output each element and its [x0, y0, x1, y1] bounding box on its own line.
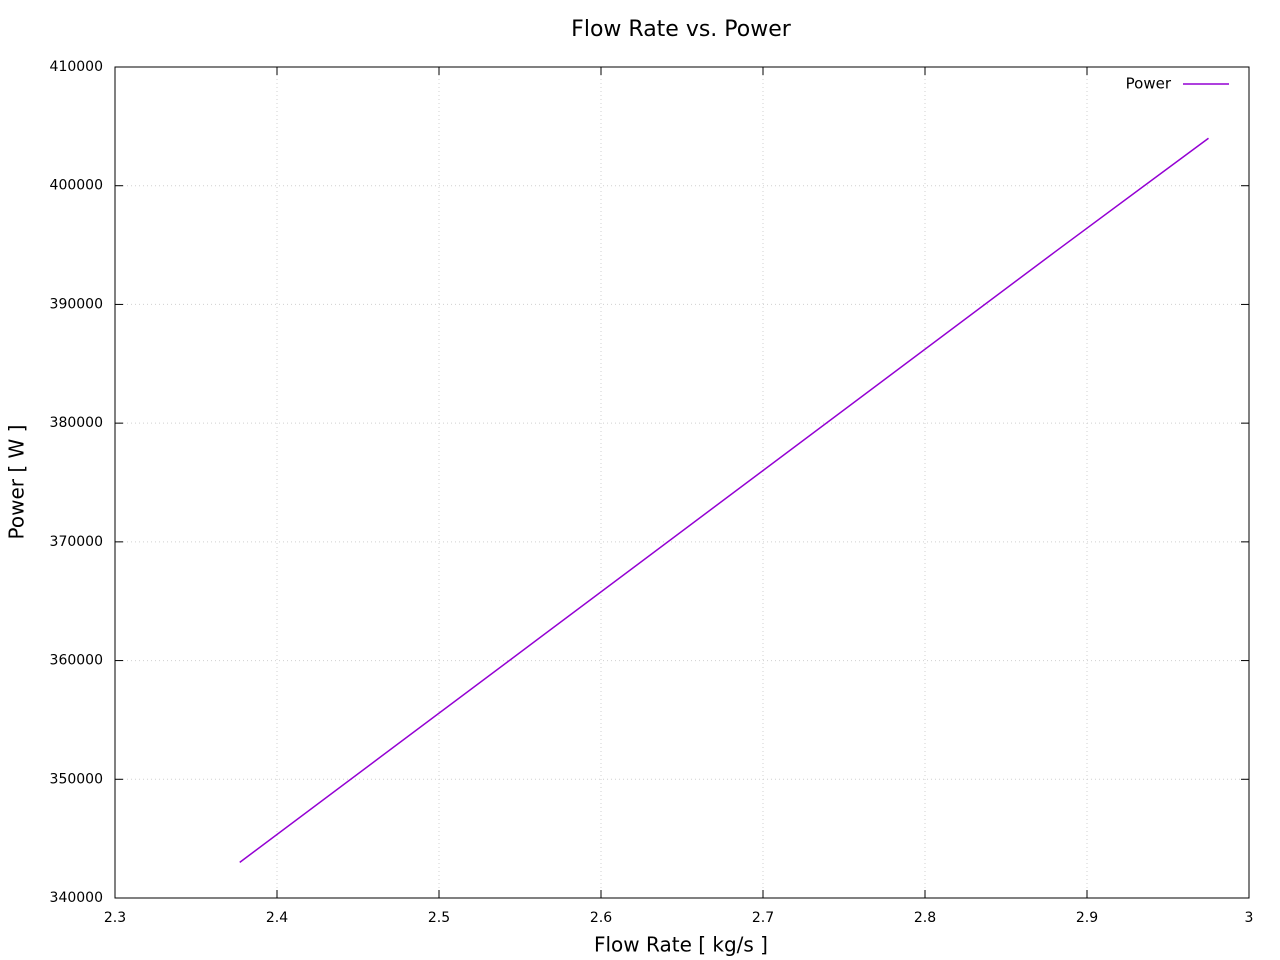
y-tick-label: 340000 — [50, 890, 103, 906]
y-axis-label: Power [ W ] — [5, 425, 29, 540]
x-tick-label: 2.5 — [428, 910, 450, 926]
data-line — [239, 137, 1209, 863]
x-tick-label: 2.3 — [104, 910, 126, 926]
x-tick-label: 3 — [1245, 910, 1254, 926]
plot-border — [114, 66, 1250, 899]
y-tick-label: 360000 — [50, 653, 103, 669]
x-tick-label: 2.6 — [590, 910, 612, 926]
x-tick-label: 2.7 — [752, 910, 774, 926]
y-tick-label: 350000 — [50, 771, 103, 787]
y-tick-label: 380000 — [50, 415, 103, 431]
legend-label: Power — [1126, 75, 1172, 93]
x-tick-label: 2.4 — [266, 910, 288, 926]
x-tick-label: 2.9 — [1076, 910, 1098, 926]
y-tick-label: 370000 — [50, 534, 103, 550]
y-tick-label: 400000 — [50, 178, 103, 194]
chart-title: Flow Rate vs. Power — [571, 17, 792, 42]
x-axis-label: Flow Rate [ kg/s ] — [594, 933, 768, 957]
y-tick-label: 390000 — [50, 296, 103, 312]
y-tick-label: 410000 — [50, 59, 103, 75]
x-tick-label: 2.8 — [914, 910, 936, 926]
